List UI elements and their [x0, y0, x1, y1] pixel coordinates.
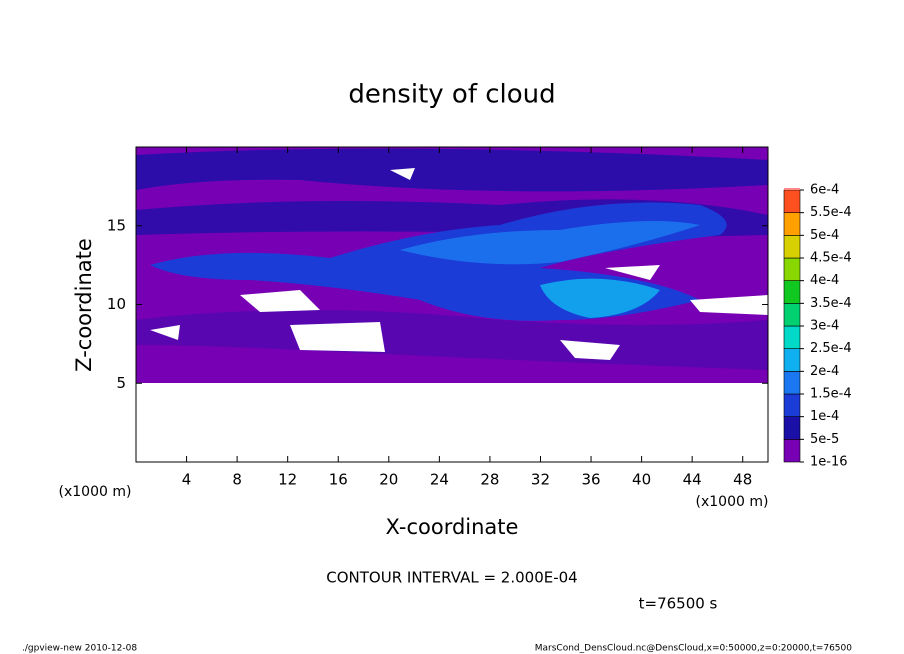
y-axis-unit: (x1000 m): [59, 484, 132, 500]
colorbar-label: 2.5e-4: [810, 341, 852, 356]
field-layer: [540, 278, 660, 318]
colorbar-label: 3.5e-4: [810, 296, 852, 311]
x-tick-label: 40: [632, 471, 651, 489]
colorbar-box: [783, 235, 801, 259]
footer-right: MarsCond_DensCloud.nc@DensCloud,x=0:5000…: [535, 644, 852, 654]
colorbar-box: [783, 325, 801, 349]
colorbar-box: [783, 280, 801, 304]
colorbar-box: [783, 189, 801, 213]
chart-title: density of cloud: [348, 80, 555, 110]
colorbar-box: [783, 393, 801, 417]
y-tick-label: 15: [107, 216, 126, 234]
x-tick-label: 20: [379, 471, 398, 489]
colorbar-box: [783, 371, 801, 395]
colorbar-label: 5.5e-4: [810, 205, 852, 220]
x-axis-unit: (x1000 m): [696, 494, 769, 510]
time-label: t=76500 s: [639, 595, 718, 613]
x-tick-label: 48: [733, 471, 752, 489]
colorbar-label: 3e-4: [810, 319, 839, 334]
x-tick-label: 16: [329, 471, 348, 489]
colorbar-box: [783, 303, 801, 327]
field-empty: [136, 383, 768, 462]
field-layer: [400, 221, 700, 265]
y-tick-label: 5: [116, 374, 126, 392]
contour-field: [136, 147, 768, 462]
x-tick-label: 44: [683, 471, 702, 489]
colorbar-color: [784, 188, 800, 190]
colorbar-label: 4e-4: [810, 273, 839, 288]
annotation: CONTOUR INTERVAL = 2.000E-04: [326, 569, 577, 587]
x-tick-label: 12: [278, 471, 297, 489]
x-tick-label: 8: [232, 471, 242, 489]
y-tick-label: 10: [107, 295, 126, 313]
footer-left: ./gpview-new 2010-12-08: [22, 644, 137, 654]
x-tick-label: 28: [480, 471, 499, 489]
colorbar-box: [783, 439, 801, 463]
x-tick-label: 36: [581, 471, 600, 489]
colorbar-label: 2e-4: [810, 364, 839, 379]
colorbar-box: [783, 348, 801, 372]
colorbar-label: 4.5e-4: [810, 251, 852, 266]
colorbar-box: [783, 257, 801, 281]
colorbar-box: [783, 212, 801, 236]
colorbar-label: 1e-4: [810, 409, 839, 424]
y-axis-label: Z-coordinate: [72, 238, 96, 372]
colorbar-label: 6e-4: [810, 183, 839, 198]
x-tick-label: 4: [182, 471, 192, 489]
colorbar-box: [783, 416, 801, 440]
field-layer: [136, 148, 768, 192]
colorbar-label: 5e-5: [810, 432, 839, 447]
colorbar-label: 5e-4: [810, 228, 839, 243]
colorbar-label: 1e-16: [810, 455, 848, 470]
x-axis-label: X-coordinate: [386, 515, 519, 539]
colorbar-label: 1.5e-4: [810, 387, 852, 402]
x-tick-label: 24: [430, 471, 449, 489]
x-tick-label: 32: [531, 471, 550, 489]
